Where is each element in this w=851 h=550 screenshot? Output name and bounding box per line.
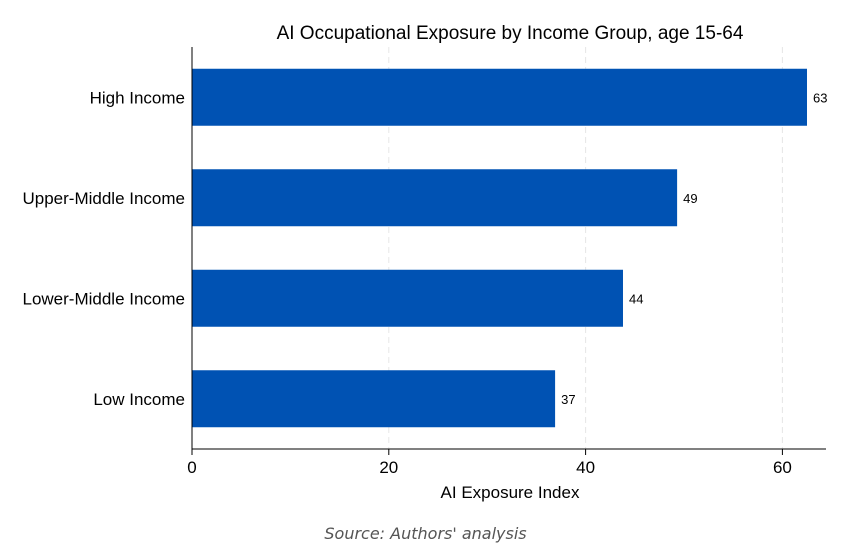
x-axis-ticks: 0 20 40 60 bbox=[187, 449, 792, 477]
x-tick-label: 20 bbox=[379, 458, 398, 477]
bar bbox=[192, 169, 678, 227]
bar bbox=[192, 269, 623, 327]
bar-value-label: 63 bbox=[813, 90, 827, 105]
chart-title: AI Occupational Exposure by Income Group… bbox=[277, 23, 744, 44]
x-tick-label: 40 bbox=[576, 458, 595, 477]
category-labels: High Income Upper-Middle Income Lower-Midd… bbox=[22, 88, 185, 409]
bar-value-label: 49 bbox=[683, 191, 697, 206]
x-axis-label: AI Exposure Index bbox=[441, 483, 580, 502]
bar-chart: 0 20 40 60 High Income Upper-Middle Income Lo… bbox=[22, 23, 827, 502]
category-label: Lower-Middle Income bbox=[22, 289, 185, 308]
value-labels: 63 49 44 37 bbox=[561, 90, 827, 407]
x-tick-label: 60 bbox=[773, 458, 792, 477]
x-tick-label: 0 bbox=[187, 458, 196, 477]
bars bbox=[192, 68, 807, 428]
category-label: High Income bbox=[90, 88, 185, 107]
source-note: Source: Authors' analysis bbox=[324, 524, 527, 543]
bar bbox=[192, 68, 807, 126]
bar bbox=[192, 370, 556, 428]
category-label: Upper-Middle Income bbox=[22, 189, 185, 208]
category-label: Low Income bbox=[93, 390, 185, 409]
bar-value-label: 37 bbox=[561, 392, 575, 407]
bar-value-label: 44 bbox=[629, 291, 643, 306]
